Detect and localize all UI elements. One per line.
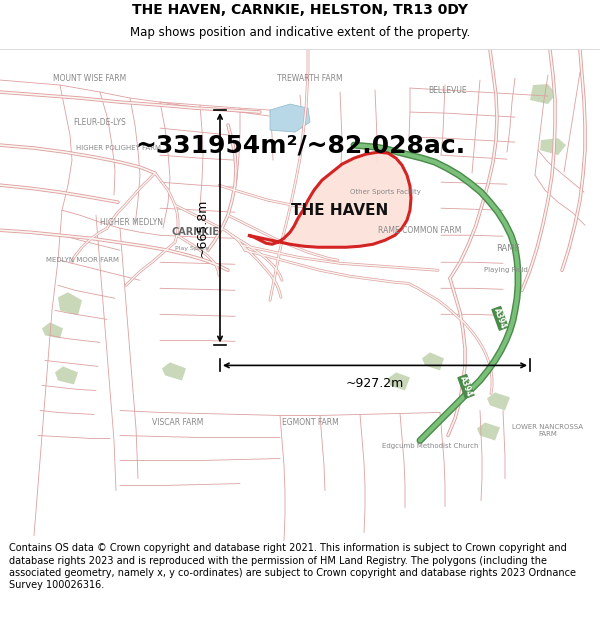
Text: BELLEVUE: BELLEVUE: [428, 86, 467, 94]
Polygon shape: [162, 362, 186, 381]
Text: Playing Field: Playing Field: [484, 268, 528, 273]
Polygon shape: [42, 322, 63, 338]
Text: ~331954m²/~82.028ac.: ~331954m²/~82.028ac.: [135, 133, 465, 157]
Text: HIGHER POLIGHEY FARM: HIGHER POLIGHEY FARM: [76, 145, 161, 151]
Text: EGMONT FARM: EGMONT FARM: [281, 418, 338, 427]
Text: A394: A394: [458, 375, 474, 398]
Polygon shape: [55, 366, 78, 384]
Text: MOUNT WISE FARM: MOUNT WISE FARM: [53, 74, 127, 82]
Text: RAME: RAME: [496, 244, 520, 252]
Text: A394: A394: [492, 307, 508, 330]
Polygon shape: [487, 392, 510, 411]
Text: THE HAVEN, CARNKIE, HELSTON, TR13 0DY: THE HAVEN, CARNKIE, HELSTON, TR13 0DY: [132, 3, 468, 17]
Text: THE HAVEN: THE HAVEN: [292, 202, 389, 217]
Text: HIGHER MEDLYN: HIGHER MEDLYN: [101, 217, 163, 227]
Text: Play Space: Play Space: [175, 246, 209, 251]
Polygon shape: [540, 138, 566, 155]
Text: FLEUR-DE-LYS: FLEUR-DE-LYS: [74, 118, 127, 127]
Text: ~927.2m: ~927.2m: [346, 377, 404, 390]
Text: LOWER NANCROSSA
FARM: LOWER NANCROSSA FARM: [512, 424, 583, 437]
Text: CARNKIE: CARNKIE: [171, 228, 219, 238]
Text: MEDLYN MOOR FARM: MEDLYN MOOR FARM: [46, 258, 119, 263]
Polygon shape: [58, 292, 82, 316]
Text: Edgcumb Methodist Church: Edgcumb Methodist Church: [382, 442, 478, 449]
Text: Contains OS data © Crown copyright and database right 2021. This information is : Contains OS data © Crown copyright and d…: [9, 543, 576, 591]
Polygon shape: [477, 422, 500, 441]
Polygon shape: [388, 372, 410, 391]
Polygon shape: [422, 352, 444, 371]
Text: Map shows position and indicative extent of the property.: Map shows position and indicative extent…: [130, 26, 470, 39]
Text: RAME COMMON FARM: RAME COMMON FARM: [379, 226, 461, 235]
Text: ~665.8m: ~665.8m: [196, 199, 209, 257]
Polygon shape: [530, 84, 556, 104]
Text: VISCAR FARM: VISCAR FARM: [152, 418, 203, 427]
Text: TREWARTH FARM: TREWARTH FARM: [277, 74, 343, 82]
Polygon shape: [270, 104, 310, 132]
Polygon shape: [248, 152, 411, 248]
Text: Other Sports Facility: Other Sports Facility: [350, 189, 421, 195]
